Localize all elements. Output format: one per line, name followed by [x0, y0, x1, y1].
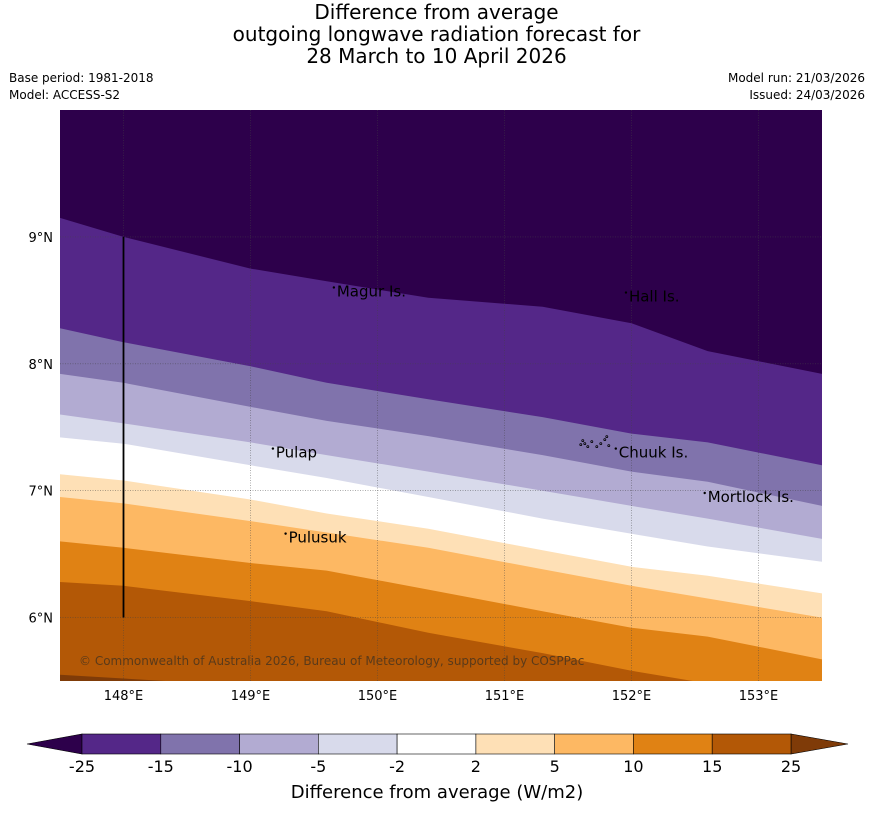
issued-date: Issued: 24/03/2026: [749, 88, 865, 102]
colorbar-extend-low: [26, 733, 83, 755]
lon-tick-label: 148°E: [104, 689, 144, 704]
latitude-labels: 9°N 8°N 7°N 6°N: [29, 231, 54, 627]
islet: [590, 440, 594, 444]
colorbar-tick-label: -10: [227, 757, 253, 776]
lat-tick-label: 9°N: [29, 231, 54, 246]
place-chuuk-is: Chuuk Is.: [614, 444, 688, 462]
colorbar-tick-label: 5: [550, 757, 560, 776]
title-line-2: outgoing longwave radiation forecast for: [232, 22, 641, 46]
place-name: Hall Is.: [629, 288, 680, 306]
islet: [603, 438, 607, 442]
model-name: Model: ACCESS-S2: [9, 88, 121, 102]
island-marker: [703, 491, 706, 495]
place-pulap: Pulap: [271, 444, 317, 462]
islet: [583, 442, 587, 446]
graticule: [60, 110, 822, 681]
lat-tick-label: 8°N: [29, 358, 54, 373]
islet: [595, 445, 599, 449]
colorbar-segment: [81, 733, 162, 755]
place-magur-is: Magur Is.: [332, 282, 406, 300]
lon-tick-label: 153°E: [739, 689, 779, 704]
island-marker: [624, 291, 628, 294]
colorbar-tick-label: -2: [389, 757, 405, 776]
title-line-1: Difference from average: [314, 0, 559, 24]
colorbar-title: Difference from average (W/m2): [291, 782, 583, 803]
colorbar-tick-label: 10: [623, 757, 643, 776]
colorbar-segment: [475, 733, 555, 755]
chuuk-islets: [579, 435, 611, 449]
islet: [605, 435, 609, 439]
islet: [607, 444, 611, 448]
chart-title: Difference from average outgoing longwav…: [0, 1, 873, 67]
colorbar-segment: [633, 733, 713, 755]
model-run: Model run: 21/03/2026: [727, 71, 865, 85]
islet: [579, 443, 583, 447]
colorbar-segment: [554, 733, 634, 755]
colorbar: -25 -15 -10 -5 -2 2 5 10 15 25: [26, 733, 849, 776]
island-marker: [284, 532, 287, 535]
place-name: Pulap: [276, 444, 317, 462]
place-hall-is: Hall Is.: [624, 288, 680, 306]
lon-tick-label: 152°E: [612, 689, 652, 704]
island-marker: [332, 286, 336, 289]
base-period: Base period: 1981-2018: [9, 71, 154, 85]
island-marker: [271, 447, 275, 450]
colorbar-tick-label: -5: [310, 757, 326, 776]
place-name: Pulusuk: [289, 529, 347, 547]
lat-tick-label: 6°N: [29, 612, 54, 627]
colorbar-tick-label: 25: [781, 757, 801, 776]
band-above-25: [60, 674, 166, 681]
lat-tick-label: 7°N: [29, 485, 54, 500]
colorbar-segment: [239, 733, 319, 755]
meta-left: Base period: 1981-2018 Model: ACCESS-S2: [9, 70, 154, 104]
islet: [581, 439, 585, 443]
map-area: Magur Is. Hall Is. Pulap Chuuk Is. Mortlock …: [29, 110, 822, 704]
place-labels: Magur Is. Hall Is. Pulap Chuuk Is. Mortlock …: [271, 282, 794, 547]
longitude-labels: 148°E 149°E 150°E 151°E 152°E 153°E: [104, 689, 779, 704]
colorbar-tick-label: 2: [471, 757, 481, 776]
colorbar-segment: [396, 733, 477, 755]
place-name: Chuuk Is.: [619, 444, 688, 462]
colorbar-tick-label: -25: [69, 757, 95, 776]
colorbar-tick-label: 15: [702, 757, 722, 776]
place-name: Magur Is.: [337, 282, 406, 300]
islet: [599, 442, 603, 446]
lon-tick-label: 149°E: [231, 689, 271, 704]
copyright-text: © Commonwealth of Australia 2026, Bureau…: [79, 654, 584, 668]
colorbar-segment: [711, 733, 792, 755]
place-name: Mortlock Is.: [708, 488, 794, 506]
title-line-3: 28 March to 10 April 2026: [306, 44, 567, 68]
colorbar-extend-high: [790, 733, 849, 755]
meta-right: Model run: 21/03/2026 Issued: 24/03/2026: [728, 70, 865, 104]
place-mortlock-is: Mortlock Is.: [703, 488, 794, 506]
island-marker: [614, 447, 617, 450]
colorbar-tick-label: -15: [148, 757, 174, 776]
lon-tick-label: 150°E: [358, 689, 398, 704]
colorbar-segment: [317, 733, 398, 755]
band-above-15: [60, 582, 693, 681]
islet: [586, 445, 590, 449]
colorbar-segment: [160, 733, 240, 755]
lon-tick-label: 151°E: [485, 689, 525, 704]
place-pulusuk: Pulusuk: [284, 529, 347, 547]
